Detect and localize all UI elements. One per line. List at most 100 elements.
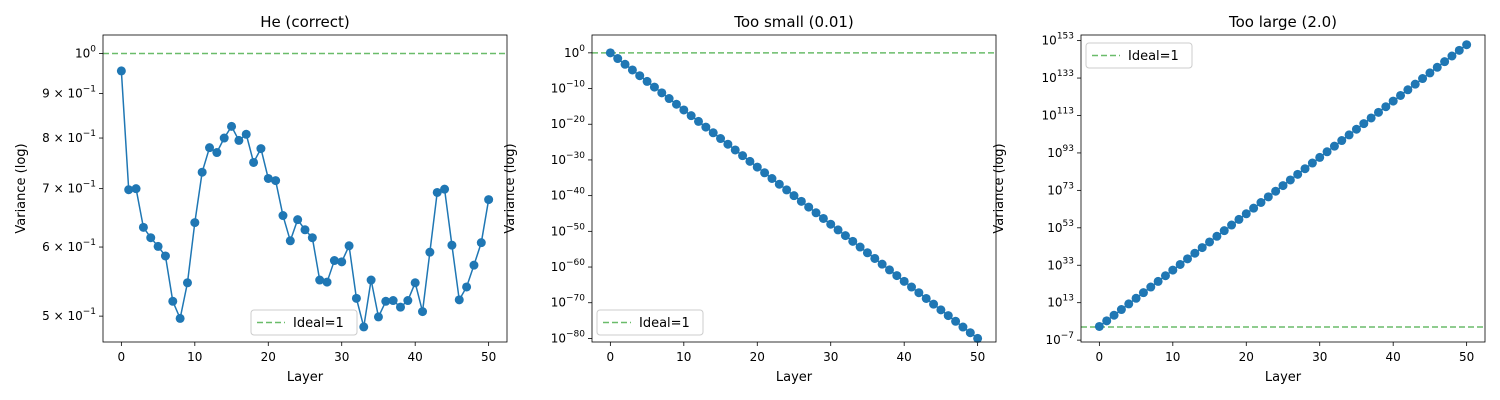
legend: Ideal=1: [250, 309, 358, 336]
data-point: [1293, 169, 1303, 179]
data-point: [212, 148, 222, 158]
data-point: [307, 233, 317, 243]
data-point: [1116, 305, 1126, 315]
x-tick-label: 0: [607, 350, 615, 364]
data-point: [1366, 113, 1376, 123]
data-point: [1285, 175, 1295, 185]
data-point: [1410, 79, 1420, 89]
data-point: [1381, 102, 1391, 112]
data-point: [657, 88, 667, 98]
data-point: [840, 231, 850, 241]
x-tick-label: 10: [676, 350, 691, 364]
data-point: [1440, 57, 1450, 67]
chart-panel-1: He (correct) Layer Variance (log) 0 10 20 30 40…: [14, 13, 508, 385]
y-tick-label: 10133: [1042, 69, 1074, 85]
data-point: [870, 253, 880, 263]
data-point: [1190, 248, 1200, 258]
data-point: [973, 333, 983, 343]
data-point: [1388, 96, 1398, 106]
data-point: [1337, 136, 1347, 146]
data-point: [263, 173, 273, 183]
data-point: [635, 71, 645, 81]
data-point: [351, 293, 361, 303]
chart-title: Too large (2.0): [1228, 13, 1337, 31]
data-point: [694, 116, 704, 126]
data-point: [899, 276, 909, 286]
data-point: [1351, 124, 1361, 134]
data-point: [1359, 119, 1369, 129]
data-point: [1102, 316, 1112, 326]
data-point: [1454, 45, 1464, 55]
data-point: [1396, 90, 1406, 100]
data-point: [855, 242, 865, 252]
data-point: [796, 196, 806, 206]
data-point: [701, 122, 711, 132]
data-point: [484, 195, 494, 205]
data-point: [1315, 152, 1325, 162]
data-point: [175, 313, 185, 323]
data-point: [1447, 51, 1457, 61]
data-point: [124, 185, 134, 195]
data-point: [686, 111, 696, 121]
data-point: [440, 184, 450, 194]
legend-label: Ideal=1: [293, 316, 344, 331]
y-tick-label: 8 × 10−1: [42, 129, 96, 145]
data-point: [205, 143, 215, 153]
y-axis-label: Variance (log): [14, 143, 29, 233]
y-tick-label: 100: [564, 44, 585, 60]
data-point: [716, 134, 726, 144]
data-point: [249, 157, 259, 167]
axes-frame: [1080, 34, 1486, 343]
y-tick-label: 10−50: [551, 222, 586, 238]
x-tick-label: 20: [1239, 350, 1254, 364]
legend-label: Ideal=1: [1128, 49, 1179, 64]
axes-frame: [591, 34, 997, 343]
data-point: [1418, 74, 1428, 84]
data-point: [1227, 220, 1237, 230]
data-point: [745, 156, 755, 166]
x-tick-label: 20: [261, 350, 276, 364]
data-point: [1131, 293, 1141, 303]
data-point: [605, 48, 615, 58]
y-tick-label: 10−80: [551, 329, 586, 345]
data-point: [366, 275, 376, 285]
data-point: [219, 133, 229, 143]
data-point: [138, 222, 148, 232]
y-tick-label: 10113: [1042, 106, 1074, 122]
data-point: [381, 296, 391, 306]
data-point: [337, 257, 347, 267]
data-point: [1462, 40, 1472, 50]
data-point: [907, 282, 917, 292]
chart-panel-3: Too large (2.0) Layer Variance (log) 0 10 20 3…: [992, 13, 1486, 385]
data-point: [190, 218, 200, 228]
data-point: [642, 76, 652, 86]
data-point: [679, 105, 689, 115]
data-point: [936, 305, 946, 315]
data-point: [1271, 186, 1281, 196]
data-point: [826, 219, 836, 229]
data-point: [1344, 130, 1354, 140]
x-axis-label: Layer: [776, 370, 813, 385]
data-point: [811, 208, 821, 218]
x-tick-label: 0: [118, 350, 126, 364]
series-line: [120, 70, 490, 328]
data-point: [182, 278, 192, 288]
data-point: [359, 322, 369, 332]
x-tick-label: 50: [481, 350, 496, 364]
data-point: [1432, 62, 1442, 72]
data-point: [767, 174, 777, 184]
data-point: [1300, 164, 1310, 174]
data-point: [403, 296, 413, 306]
x-tick-label: 20: [750, 350, 765, 364]
y-tick-label: 5 × 10−1: [42, 307, 96, 323]
y-tick-label: 10−7: [1045, 331, 1074, 347]
data-point: [395, 302, 405, 312]
data-point: [892, 271, 902, 281]
data-point: [1197, 243, 1207, 253]
data-point: [1205, 237, 1215, 247]
data-point: [730, 145, 740, 155]
data-point: [278, 211, 288, 221]
data-point: [877, 259, 887, 269]
x-tick-label: 50: [1459, 350, 1474, 364]
data-point: [425, 247, 435, 257]
